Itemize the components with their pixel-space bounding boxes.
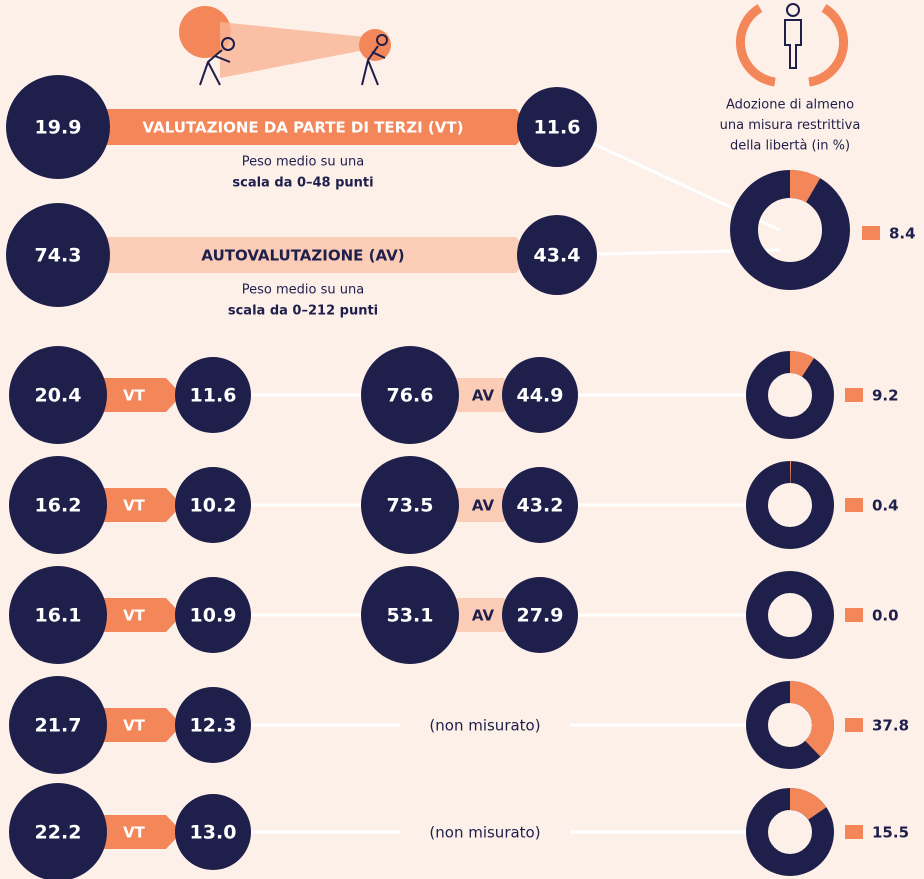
- bubble-value: 20.4: [35, 385, 82, 407]
- adoption-title: della libertà (in %): [730, 139, 850, 154]
- bubble-value: 10.9: [190, 605, 237, 627]
- bubble-value: 10.2: [190, 495, 237, 517]
- legend-swatch: [845, 388, 863, 402]
- bubble-value: 27.9: [517, 605, 564, 627]
- bubble-value: 43.4: [534, 245, 581, 267]
- bubble-value: 44.9: [517, 385, 564, 407]
- donut-value: 15.5: [872, 824, 909, 842]
- donut-value: 37.8: [872, 717, 909, 735]
- vt-label: VT: [123, 497, 146, 515]
- donut-value: 9.2: [872, 387, 899, 405]
- vt-label: VT: [123, 607, 146, 625]
- bubble-value: 73.5: [387, 495, 434, 517]
- bubble-value: 13.0: [190, 822, 237, 844]
- note: Peso medio su una: [242, 155, 364, 170]
- legend-swatch: [845, 498, 863, 512]
- vt-label: VT: [123, 387, 146, 405]
- bubble-value: 11.6: [190, 385, 237, 407]
- icons: [179, 4, 844, 85]
- adoption-title: una misura restrittiva: [720, 118, 861, 133]
- arrow-label: VALUTAZIONE DA PARTE DI TERZI (VT): [143, 119, 464, 137]
- bubble-value: 11.6: [534, 117, 581, 139]
- bubble-value: 19.9: [35, 117, 82, 139]
- vt-label: VT: [123, 824, 146, 842]
- av-label: AV: [472, 387, 495, 405]
- legend-swatch: [845, 825, 863, 839]
- bubble-value: 22.2: [35, 822, 82, 844]
- scale-note: scala da 0–212 punti: [228, 304, 378, 319]
- vt-label: VT: [123, 717, 146, 735]
- bubble-value: 76.6: [387, 385, 434, 407]
- av-label: AV: [472, 497, 495, 515]
- bubble-value: 16.2: [35, 495, 82, 517]
- bubble-value: 16.1: [35, 605, 82, 627]
- donut-value: 8.4: [889, 225, 916, 243]
- donut-slice: [790, 681, 834, 757]
- bubble-value: 12.3: [190, 715, 237, 737]
- av-label: AV: [472, 607, 495, 625]
- legend-swatch: [862, 226, 880, 240]
- donut-value: 0.0: [872, 607, 899, 625]
- legend-swatch: [845, 718, 863, 732]
- scale-note: scala da 0–48 punti: [232, 176, 373, 191]
- not-measured: (non misurato): [429, 824, 540, 842]
- adoption-title: Adozione di almeno: [726, 98, 854, 113]
- bubble-value: 74.3: [35, 245, 82, 267]
- not-measured: (non misurato): [429, 717, 540, 735]
- donut-value: 0.4: [872, 497, 899, 515]
- donut-ring: [757, 582, 823, 648]
- note: Peso medio su una: [242, 283, 364, 298]
- arrow-label: AUTOVALUTAZIONE (AV): [201, 247, 404, 265]
- bubble-value: 21.7: [35, 715, 82, 737]
- legend-swatch: [845, 608, 863, 622]
- bubble-value: 43.2: [517, 495, 564, 517]
- bubble-value: 53.1: [387, 605, 434, 627]
- infographic: Adozione di almeno una misura restrittiva…: [0, 0, 924, 879]
